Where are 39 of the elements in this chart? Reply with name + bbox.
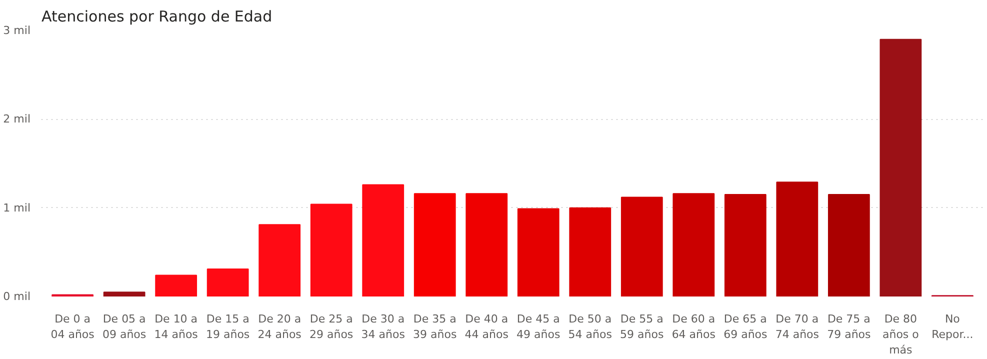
x-tick-label: De 75 a 79 años xyxy=(827,312,872,342)
x-tick-label: De 05 a 09 años xyxy=(102,312,146,342)
bar xyxy=(155,274,198,296)
x-tick-label: De 60 a 64 años xyxy=(672,312,716,342)
x-tick-label: De 65 a 69 años xyxy=(724,312,768,342)
bar xyxy=(517,208,560,296)
bar xyxy=(362,184,404,296)
x-tick-label: De 20 a 24 años xyxy=(258,312,302,342)
x-tick-label: De 40 a 44 años xyxy=(464,312,509,342)
x-tick-label: De 70 a 74 años xyxy=(775,312,820,342)
bar xyxy=(206,268,249,296)
y-tick-label: 0 mil xyxy=(3,290,31,303)
x-tick-label: De 80 años o más xyxy=(882,312,920,357)
y-tick-label: 1 mil xyxy=(3,201,31,214)
bar xyxy=(776,182,818,296)
bar xyxy=(466,193,508,296)
x-tick-label: De 10 a 14 años xyxy=(154,312,198,342)
x-tick-label: De 55 a 59 años xyxy=(620,312,664,342)
bar xyxy=(258,224,301,296)
bar xyxy=(569,207,612,296)
x-tick-label: De 30 a 34 años xyxy=(361,312,406,342)
bar xyxy=(310,204,352,296)
bar xyxy=(828,194,870,296)
x-tick-label: No Repor... xyxy=(932,312,974,342)
x-tick-label: De 50 a 54 años xyxy=(568,312,612,342)
y-tick-label: 3 mil xyxy=(3,24,31,37)
x-tick-label: De 0 a 04 años xyxy=(50,312,95,342)
x-tick-label: De 15 a 19 años xyxy=(206,312,250,342)
x-tick-label: De 45 a 49 años xyxy=(516,312,560,342)
x-tick-label: De 25 a 29 años xyxy=(310,312,354,342)
bar xyxy=(724,194,766,296)
bar xyxy=(672,193,715,296)
bar xyxy=(880,38,922,296)
chart-title: Atenciones por Rango de Edad xyxy=(42,8,272,26)
bar xyxy=(620,196,663,296)
bar xyxy=(414,193,456,296)
bar xyxy=(103,292,146,296)
y-tick-label: 2 mil xyxy=(3,112,31,126)
x-tick-label: De 35 a 39 años xyxy=(413,312,457,342)
